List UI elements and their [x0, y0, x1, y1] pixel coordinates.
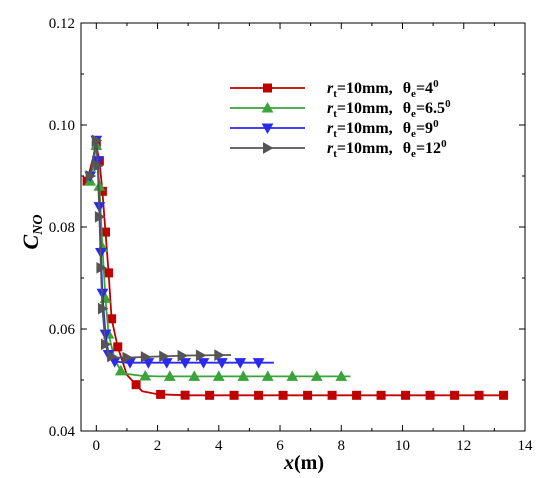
legend-marker	[263, 142, 274, 154]
y-tick-label: 0.04	[49, 424, 76, 440]
legend-label: rt=10mm, θe=6.50	[327, 98, 451, 120]
data-point	[107, 350, 118, 363]
x-axis-label: x(m)	[283, 452, 324, 474]
data-point	[278, 390, 288, 400]
data-point	[107, 314, 117, 324]
series-line	[86, 144, 504, 397]
x-tick-label: 2	[154, 438, 162, 454]
data-point	[179, 358, 191, 369]
data-point	[286, 370, 299, 381]
y-axis-label: CNO	[18, 215, 46, 250]
x-tick-label: 14	[518, 438, 534, 454]
x-tick-label: 6	[276, 438, 284, 454]
data-point	[229, 390, 239, 400]
data-point	[216, 358, 228, 369]
data-point	[401, 390, 411, 400]
data-point	[122, 351, 133, 364]
data-point	[197, 358, 210, 369]
data-point	[142, 358, 155, 369]
data-point	[97, 302, 109, 315]
data-point	[160, 358, 173, 369]
y-tick-label: 0.10	[49, 118, 75, 134]
legend-marker	[263, 83, 272, 93]
data-point	[113, 342, 123, 352]
data-point	[195, 349, 207, 362]
y-tick-label: 0.08	[49, 220, 75, 236]
data-point	[104, 268, 114, 278]
data-point	[100, 338, 112, 351]
ticks-layer: 0 2 4 6 8 10 12 14 0.04 0.06 0.08 0.10 0.12	[49, 16, 533, 454]
series-2	[84, 139, 351, 381]
legend-label: rt=10mm, θe=120	[327, 138, 447, 160]
x-tick-label: 12	[456, 438, 471, 454]
y-tick-label: 0.06	[49, 322, 76, 338]
data-point	[261, 370, 274, 381]
data-point	[93, 159, 104, 172]
data-point	[214, 349, 225, 362]
data-point	[327, 390, 337, 400]
data-point	[188, 370, 201, 381]
data-point	[474, 390, 484, 400]
data-point	[114, 364, 127, 376]
legend-entry: rt=10mm, θe=90	[230, 118, 439, 140]
y-tick-label: 0.12	[49, 16, 75, 32]
series-4	[85, 134, 232, 364]
legend-marker	[261, 101, 274, 113]
data-point	[85, 170, 97, 182]
data-point	[310, 370, 323, 381]
data-point	[156, 389, 166, 399]
data-point	[163, 370, 176, 381]
series-line	[89, 144, 351, 378]
data-point	[335, 370, 348, 381]
data-point	[100, 227, 110, 237]
data-point	[352, 390, 362, 400]
data-point	[237, 370, 250, 381]
data-point	[252, 358, 265, 369]
data-point	[425, 390, 435, 400]
x-tick-label: 0	[93, 438, 101, 454]
data-point	[139, 369, 152, 381]
legend-entry: rt=10mm, θe=6.50	[230, 98, 451, 120]
data-point	[140, 351, 152, 363]
legend-entry: rt=10mm, θe=40	[230, 78, 439, 100]
data-point	[96, 261, 107, 274]
data-point	[91, 134, 103, 147]
data-point	[376, 390, 386, 400]
data-point	[159, 350, 170, 363]
data-point	[499, 390, 509, 400]
x-tick-label: 8	[338, 438, 346, 454]
legend-entry: rt=10mm, θe=120	[230, 138, 447, 160]
legend-label: rt=10mm, θe=40	[327, 78, 439, 100]
data-point	[180, 390, 190, 400]
legend-label: rt=10mm, θe=90	[327, 118, 439, 140]
data-point	[205, 390, 215, 400]
data-point	[450, 390, 460, 400]
data-point	[212, 370, 225, 381]
plot-frame	[80, 22, 526, 432]
data-point	[131, 380, 141, 390]
data-point	[234, 358, 247, 369]
legend-marker	[261, 123, 274, 135]
x-tick-label: 10	[395, 438, 410, 454]
series-layer	[82, 134, 509, 400]
data-point	[254, 390, 264, 400]
data-point	[303, 390, 313, 400]
x-tick-label: 4	[215, 438, 223, 454]
data-point	[177, 349, 189, 362]
data-point	[94, 210, 106, 223]
